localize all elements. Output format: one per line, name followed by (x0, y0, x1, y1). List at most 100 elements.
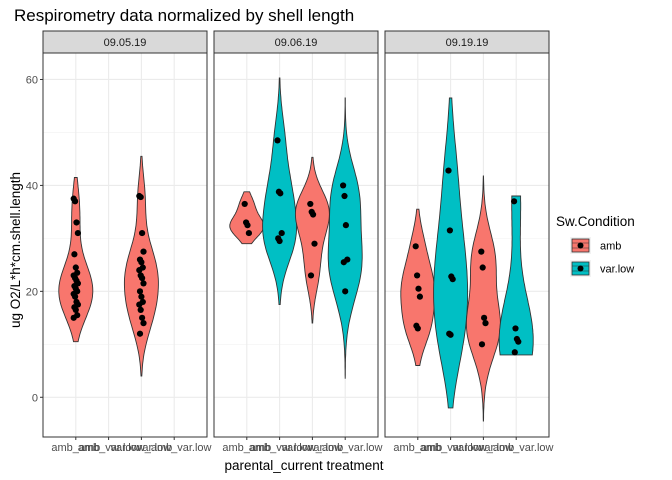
facet-panel-09.05.19: 09.05.19 amb_ambamb_var.lowvar.low_ambvar… (42, 30, 212, 454)
y-tick-label: 0 (32, 392, 38, 404)
violin-amb_var.low (433, 97, 469, 409)
data-point (245, 229, 252, 237)
data-point (416, 293, 423, 300)
data-point (73, 219, 80, 226)
data-point (136, 288, 144, 295)
data-point (244, 222, 251, 229)
data-point (449, 276, 456, 283)
facet-panels: 09.05.19amb_ambamb_var.lowvar.low_ambvar… (42, 30, 554, 454)
x-tick-label: var.low_var.low (308, 442, 383, 454)
data-point (274, 137, 281, 144)
data-point (72, 264, 79, 271)
data-point (414, 272, 421, 279)
data-point (139, 275, 146, 282)
violin-var.low_var.low (498, 195, 534, 356)
data-point (137, 193, 144, 201)
data-point (139, 229, 146, 237)
y-axis: 0 20 40 60 (26, 74, 43, 404)
x-tick-label: amb_var.low (78, 442, 140, 454)
y-tick-label: 40 (26, 180, 38, 192)
facet-panel-09.19.19: 09.19.19 amb_ambamb_var.lowvar.low_ambvar… (384, 30, 554, 454)
data-point (140, 280, 147, 287)
data-point (137, 306, 144, 313)
data-point (278, 229, 285, 237)
x-tick-label: var.low_amb (453, 442, 515, 454)
x-tick-label: var.low_amb (111, 442, 173, 454)
y-tick-label: 20 (26, 286, 38, 298)
data-point (482, 320, 489, 327)
legend-point (577, 242, 584, 249)
data-point (481, 314, 488, 321)
data-point (340, 182, 347, 189)
data-point (415, 285, 422, 292)
legend-key-var.low: var.low (570, 260, 634, 277)
legend-key-amb: amb (570, 237, 621, 254)
panel-border (384, 52, 550, 438)
data-point (74, 229, 81, 237)
data-point (515, 338, 522, 345)
data-point (72, 306, 79, 313)
x-axis-title: parental_current treatment (224, 458, 383, 473)
data-point (307, 272, 315, 279)
data-point (511, 349, 518, 356)
facet-panel-09.06.19: 09.06.19 amb_ambamb_var.lowvar.low_ambvar… (213, 30, 383, 454)
data-point (307, 200, 314, 208)
x-tick-label: amb_var.low (249, 442, 311, 454)
data-point (136, 330, 144, 337)
data-point (340, 259, 347, 266)
data-point (70, 314, 77, 321)
panel-background (43, 53, 207, 437)
chart-title: Respirometry data normalized by shell le… (14, 6, 354, 25)
y-axis-title: ug O2/L*h*cm.shell.length (8, 172, 23, 328)
data-point (72, 198, 79, 205)
data-point (341, 192, 348, 200)
data-point (479, 264, 486, 271)
data-point (136, 301, 143, 308)
violin-amb_amb (58, 177, 94, 343)
panel-border (213, 52, 379, 438)
data-point (311, 240, 318, 247)
data-point (276, 237, 283, 245)
data-point (140, 248, 147, 255)
data-point (71, 251, 78, 258)
x-tick-label: var.low_var.low (479, 442, 554, 454)
legend: Sw.Condition amb var.low (556, 214, 635, 277)
x-tick-label: amb_var.low (420, 442, 482, 454)
violin-var.low_amb (294, 156, 330, 324)
data-point (140, 320, 147, 327)
data-point (277, 190, 284, 197)
x-tick-label: amb_amb (393, 442, 442, 454)
facet-strip-label: 09.06.19 (275, 37, 318, 49)
data-point (446, 227, 453, 234)
data-point (412, 243, 419, 250)
data-point (136, 267, 143, 274)
data-point (414, 325, 421, 332)
data-point (447, 331, 454, 338)
y-tick-label: 60 (26, 74, 38, 86)
facet-strip-label: 09.19.19 (446, 37, 489, 49)
facet-strip-label: 09.05.19 (104, 37, 147, 49)
data-point (310, 211, 317, 218)
legend-label: var.low (600, 264, 634, 276)
data-point (138, 293, 145, 300)
data-point (241, 200, 248, 208)
data-point (138, 259, 145, 266)
legend-point (577, 265, 584, 272)
data-point (478, 341, 486, 348)
data-point (478, 248, 485, 255)
x-tick-label: amb_amb (222, 442, 271, 454)
data-point (510, 198, 518, 205)
data-point (342, 222, 349, 229)
data-point (512, 325, 519, 332)
data-point (445, 167, 452, 174)
data-point (342, 288, 349, 295)
data-point (139, 314, 146, 321)
legend-label: amb (600, 241, 621, 253)
data-point (72, 293, 79, 300)
panel-border (42, 52, 208, 438)
x-tick-label: var.low_var.low (137, 442, 212, 454)
x-tick-label: var.low_amb (282, 442, 344, 454)
x-tick-label: amb_amb (51, 442, 100, 454)
legend-title: Sw.Condition (556, 214, 635, 229)
